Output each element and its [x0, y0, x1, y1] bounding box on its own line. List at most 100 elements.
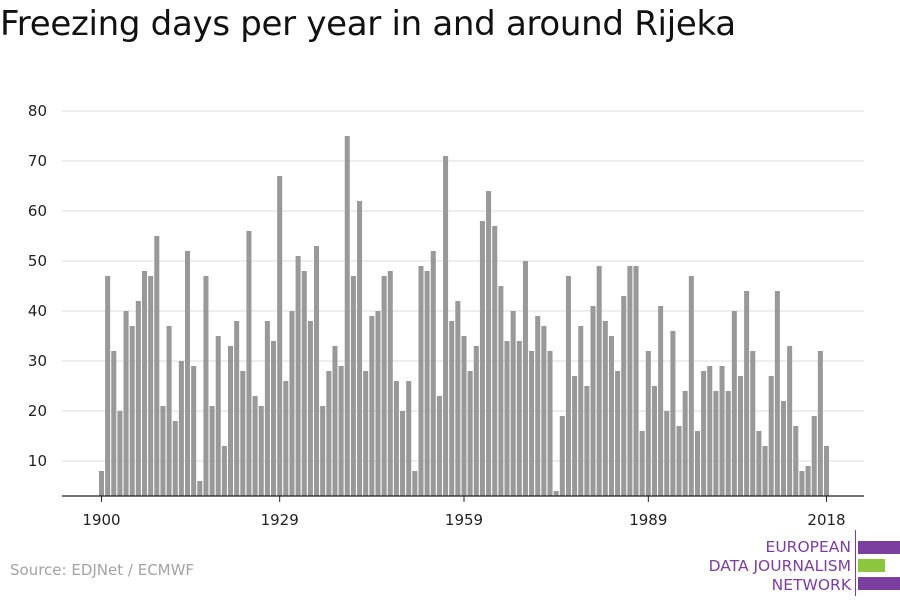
bar-1929: [277, 176, 283, 496]
x-tick-label: 1929: [261, 511, 299, 529]
bar-1973: [547, 351, 553, 496]
x-tick-label: 1989: [629, 511, 667, 529]
bar-1990: [651, 386, 657, 496]
bar-1932: [295, 256, 301, 496]
bar-1921: [228, 346, 234, 496]
bar-1914: [184, 251, 191, 496]
bar-2017: [817, 351, 823, 496]
bar-1922: [234, 321, 240, 496]
bar-1943: [363, 371, 369, 496]
bar-1992: [664, 411, 670, 496]
bar-1908: [148, 276, 154, 496]
bar-1946: [381, 276, 387, 496]
bar-2003: [731, 311, 737, 496]
bars: [98, 136, 830, 496]
bar-1958: [455, 301, 461, 496]
bar-2018: [823, 446, 830, 496]
chart-title: Freezing days per year in and around Rij…: [0, 4, 736, 44]
bar-1972: [541, 326, 547, 496]
bar-2016: [811, 416, 817, 496]
bar-1998: [701, 371, 707, 496]
bar-1935: [314, 246, 320, 496]
bar-1975: [559, 416, 565, 496]
y-tick-label: 40: [28, 302, 47, 320]
bar-1983: [608, 336, 614, 496]
bar-1986: [627, 266, 633, 496]
bar-1949: [400, 411, 406, 496]
bar-1951: [412, 471, 418, 496]
y-tick-label: 10: [28, 452, 47, 470]
bar-1919: [215, 336, 221, 496]
bar-2009: [768, 376, 774, 496]
bar-1982: [602, 321, 608, 496]
bar-1977: [572, 376, 578, 496]
bar-2006: [750, 351, 756, 496]
y-axis-ticks: 10 20 30 40 50 60 70 80: [28, 102, 47, 470]
bar-1955: [436, 396, 442, 496]
bar-2004: [737, 376, 743, 496]
bar-2012: [787, 346, 793, 496]
y-tick-label: 30: [28, 352, 47, 370]
bar-1916: [197, 481, 203, 496]
bar-1993: [670, 331, 676, 496]
bar-1934: [307, 321, 313, 496]
bar-1960: [467, 371, 473, 496]
logo-bar-purple-top: [858, 541, 900, 554]
bar-1937: [326, 371, 332, 496]
bar-1927: [264, 321, 270, 496]
bar-1906: [135, 301, 141, 496]
bar-1947: [387, 271, 393, 496]
bar-1964: [492, 226, 498, 496]
bar-1931: [289, 311, 295, 496]
bar-1987: [633, 266, 639, 496]
bar-1953: [424, 271, 430, 496]
bar-1917: [203, 276, 209, 496]
bar-2000: [713, 391, 719, 496]
bar-1959: [461, 336, 467, 496]
bar-1902: [111, 351, 117, 496]
logo-bar-green: [858, 559, 885, 572]
bar-1941: [350, 276, 356, 496]
bar-1968: [516, 341, 522, 496]
bar-1988: [639, 431, 645, 496]
bar-1954: [430, 251, 436, 496]
bar-1994: [676, 426, 682, 496]
bar-2005: [744, 291, 750, 496]
bar-1905: [129, 326, 135, 496]
bar-1989: [645, 351, 651, 496]
bar-1944: [369, 316, 375, 496]
bar-2008: [762, 446, 768, 496]
bar-1996: [688, 276, 694, 496]
bar-1976: [565, 276, 571, 496]
bar-1984: [615, 371, 621, 496]
bar-1928: [271, 341, 277, 496]
bar-1912: [172, 421, 178, 496]
bar-1999: [707, 366, 713, 496]
bar-2007: [756, 431, 762, 496]
bar-2015: [805, 466, 811, 496]
bar-1981: [596, 266, 602, 496]
x-axis-ticks: 1900 1929 1959 1989 2018: [82, 496, 846, 529]
bar-1950: [406, 381, 412, 496]
y-tick-label: 70: [28, 152, 47, 170]
y-tick-label: 50: [28, 252, 47, 270]
bar-1901: [105, 276, 111, 496]
bar-2002: [725, 391, 731, 496]
bar-2013: [793, 426, 799, 496]
bar-2001: [719, 366, 725, 496]
bar-1970: [529, 351, 535, 496]
bar-1933: [301, 271, 307, 496]
bar-1978: [578, 326, 584, 496]
bar-1923: [240, 371, 246, 496]
bar-1997: [694, 431, 700, 496]
edjnet-logo: EUROPEAN DATA JOURNALISM NETWORK: [700, 530, 900, 596]
bar-1910: [160, 406, 166, 496]
bar-1948: [393, 381, 399, 496]
bar-1956: [443, 156, 449, 496]
source-note: Source: EDJNet / ECMWF: [10, 561, 195, 579]
bar-1971: [535, 316, 541, 496]
bar-1969: [522, 261, 528, 496]
bar-1920: [221, 446, 227, 496]
y-tick-label: 20: [28, 402, 47, 420]
